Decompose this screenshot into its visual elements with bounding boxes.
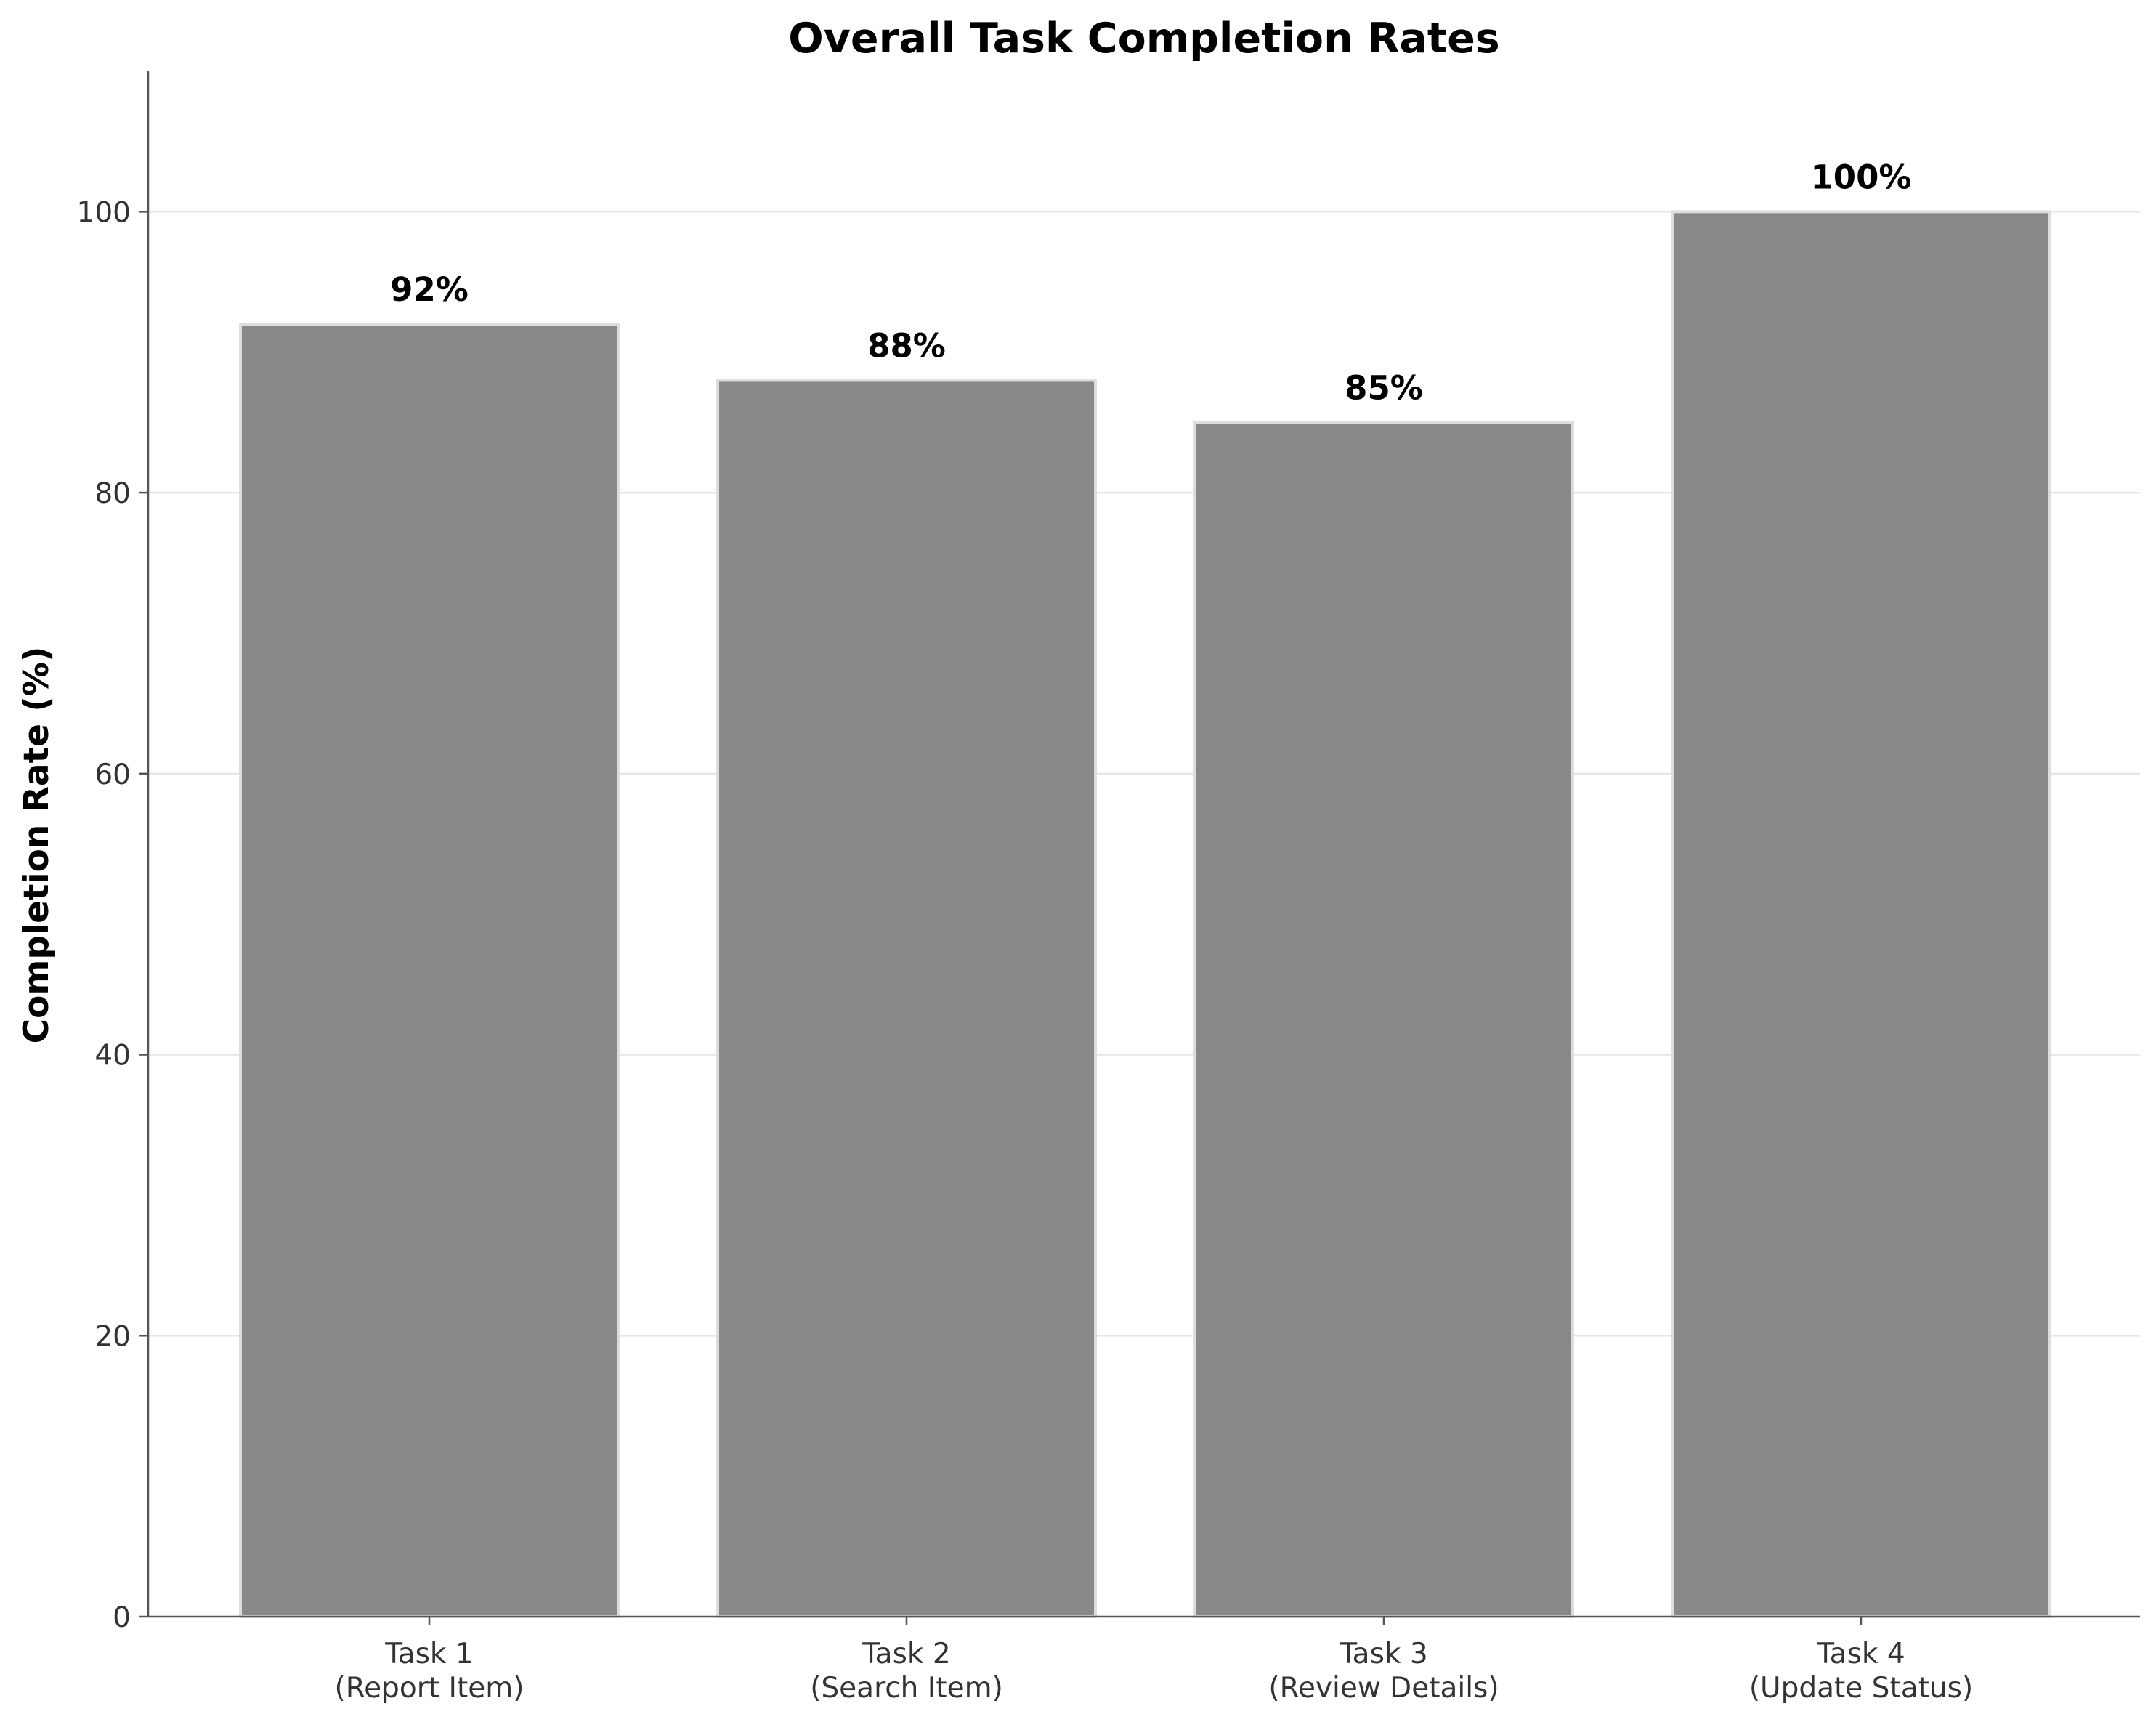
bars: [239, 210, 2051, 1619]
bar: [239, 323, 620, 1618]
x-tick-label: (Review Details): [1268, 1672, 1499, 1705]
y-ticks: 0 20 40 60 80 100: [77, 196, 148, 1634]
bar-value-label: 92%: [390, 270, 469, 309]
y-tick-label: 40: [94, 1040, 131, 1072]
axes: [147, 71, 2140, 1618]
x-tick-label: Task 1: [384, 1638, 473, 1670]
bar-value-label: 85%: [1345, 368, 1423, 407]
x-tick-label: (Search Item): [810, 1672, 1003, 1705]
bar-value-label: 100%: [1810, 158, 1911, 196]
bar: [1671, 210, 2051, 1618]
y-tick-label: 100: [77, 196, 131, 229]
x-tick-label: Task 4: [1816, 1638, 1905, 1670]
y-tick-label: 80: [94, 477, 131, 510]
y-tick-label: 0: [113, 1601, 131, 1634]
x-tick-label: (Update Status): [1749, 1672, 1973, 1705]
chart-title: Overall Task Completion Rates: [788, 15, 1499, 62]
x-tick-label: (Report Item): [335, 1672, 524, 1705]
y-axis-label: Completion Rate (%): [17, 647, 57, 1044]
bar: [716, 379, 1097, 1618]
y-tick-label: 20: [94, 1320, 131, 1353]
bar: [1194, 421, 1574, 1619]
x-ticks: Task 1(Report Item) Task 2(Search Item) Ta…: [335, 1617, 1973, 1705]
y-tick-label: 60: [94, 759, 131, 791]
x-tick-label: Task 3: [1339, 1638, 1427, 1670]
bar-value-label: 88%: [867, 326, 946, 365]
x-tick-label: Task 2: [862, 1638, 950, 1670]
bar-value-labels: 92% 88% 85% 100%: [390, 158, 1911, 407]
